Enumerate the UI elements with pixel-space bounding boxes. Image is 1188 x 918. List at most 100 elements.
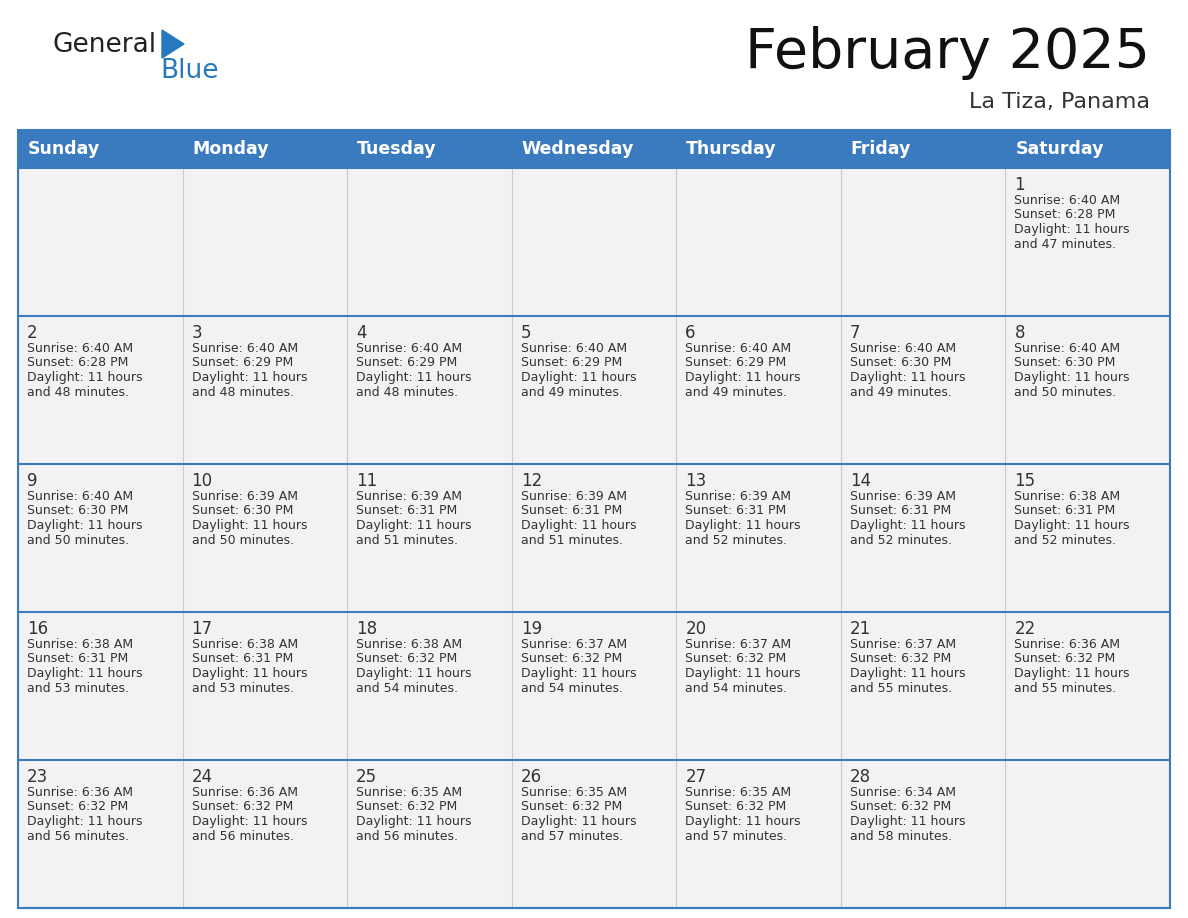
Text: and 52 minutes.: and 52 minutes. bbox=[1015, 533, 1117, 546]
Text: 1: 1 bbox=[1015, 176, 1025, 194]
Text: Sunrise: 6:40 AM: Sunrise: 6:40 AM bbox=[27, 342, 133, 355]
Text: 17: 17 bbox=[191, 620, 213, 638]
Text: and 52 minutes.: and 52 minutes. bbox=[849, 533, 952, 546]
Text: Sunset: 6:30 PM: Sunset: 6:30 PM bbox=[849, 356, 952, 370]
Text: Daylight: 11 hours: Daylight: 11 hours bbox=[191, 371, 307, 384]
Text: Sunset: 6:29 PM: Sunset: 6:29 PM bbox=[685, 356, 786, 370]
Text: Daylight: 11 hours: Daylight: 11 hours bbox=[27, 815, 143, 828]
Text: Daylight: 11 hours: Daylight: 11 hours bbox=[1015, 371, 1130, 384]
Text: and 50 minutes.: and 50 minutes. bbox=[191, 533, 293, 546]
Text: Daylight: 11 hours: Daylight: 11 hours bbox=[27, 667, 143, 680]
Text: Sunrise: 6:38 AM: Sunrise: 6:38 AM bbox=[356, 638, 462, 651]
Text: Sunrise: 6:39 AM: Sunrise: 6:39 AM bbox=[356, 490, 462, 503]
Text: Sunrise: 6:40 AM: Sunrise: 6:40 AM bbox=[191, 342, 298, 355]
Text: 8: 8 bbox=[1015, 324, 1025, 342]
Text: and 57 minutes.: and 57 minutes. bbox=[520, 830, 623, 843]
Text: 5: 5 bbox=[520, 324, 531, 342]
Text: 4: 4 bbox=[356, 324, 367, 342]
Text: 3: 3 bbox=[191, 324, 202, 342]
Text: 21: 21 bbox=[849, 620, 871, 638]
Bar bbox=[18, 130, 1170, 168]
Text: Daylight: 11 hours: Daylight: 11 hours bbox=[1015, 667, 1130, 680]
Text: Sunset: 6:31 PM: Sunset: 6:31 PM bbox=[685, 505, 786, 518]
Text: Sunrise: 6:39 AM: Sunrise: 6:39 AM bbox=[191, 490, 297, 503]
Text: and 51 minutes.: and 51 minutes. bbox=[520, 533, 623, 546]
Text: Daylight: 11 hours: Daylight: 11 hours bbox=[520, 519, 637, 532]
Text: and 54 minutes.: and 54 minutes. bbox=[356, 681, 459, 695]
Text: Sunset: 6:32 PM: Sunset: 6:32 PM bbox=[520, 800, 623, 813]
Text: Sunrise: 6:36 AM: Sunrise: 6:36 AM bbox=[1015, 638, 1120, 651]
Text: Daylight: 11 hours: Daylight: 11 hours bbox=[191, 519, 307, 532]
Text: Sunset: 6:28 PM: Sunset: 6:28 PM bbox=[1015, 208, 1116, 221]
Text: Sunrise: 6:40 AM: Sunrise: 6:40 AM bbox=[1015, 194, 1120, 207]
Text: 10: 10 bbox=[191, 472, 213, 490]
Text: General: General bbox=[52, 32, 156, 58]
Text: Sunset: 6:32 PM: Sunset: 6:32 PM bbox=[27, 800, 128, 813]
Bar bbox=[18, 760, 1170, 908]
Text: 28: 28 bbox=[849, 768, 871, 786]
Text: 19: 19 bbox=[520, 620, 542, 638]
Text: Sunrise: 6:37 AM: Sunrise: 6:37 AM bbox=[520, 638, 627, 651]
Text: Sunset: 6:31 PM: Sunset: 6:31 PM bbox=[1015, 505, 1116, 518]
Text: Sunrise: 6:40 AM: Sunrise: 6:40 AM bbox=[356, 342, 462, 355]
Text: and 58 minutes.: and 58 minutes. bbox=[849, 830, 952, 843]
Text: Friday: Friday bbox=[851, 140, 911, 158]
Text: Sunset: 6:32 PM: Sunset: 6:32 PM bbox=[520, 653, 623, 666]
Text: Sunrise: 6:36 AM: Sunrise: 6:36 AM bbox=[191, 786, 297, 799]
Text: Daylight: 11 hours: Daylight: 11 hours bbox=[27, 371, 143, 384]
Text: 20: 20 bbox=[685, 620, 707, 638]
Text: Sunset: 6:32 PM: Sunset: 6:32 PM bbox=[191, 800, 292, 813]
Text: Sunset: 6:30 PM: Sunset: 6:30 PM bbox=[27, 505, 128, 518]
Text: Sunset: 6:32 PM: Sunset: 6:32 PM bbox=[356, 653, 457, 666]
Text: Sunrise: 6:38 AM: Sunrise: 6:38 AM bbox=[27, 638, 133, 651]
Text: Sunset: 6:32 PM: Sunset: 6:32 PM bbox=[685, 653, 786, 666]
Text: Daylight: 11 hours: Daylight: 11 hours bbox=[356, 667, 472, 680]
Text: Daylight: 11 hours: Daylight: 11 hours bbox=[849, 667, 966, 680]
Text: Sunrise: 6:39 AM: Sunrise: 6:39 AM bbox=[520, 490, 627, 503]
Text: 23: 23 bbox=[27, 768, 49, 786]
Text: Daylight: 11 hours: Daylight: 11 hours bbox=[685, 667, 801, 680]
Text: Daylight: 11 hours: Daylight: 11 hours bbox=[520, 371, 637, 384]
Text: Monday: Monday bbox=[192, 140, 270, 158]
Text: 27: 27 bbox=[685, 768, 707, 786]
Text: Daylight: 11 hours: Daylight: 11 hours bbox=[191, 815, 307, 828]
Text: and 55 minutes.: and 55 minutes. bbox=[1015, 681, 1117, 695]
Text: 6: 6 bbox=[685, 324, 696, 342]
Text: Sunrise: 6:35 AM: Sunrise: 6:35 AM bbox=[520, 786, 627, 799]
Text: and 57 minutes.: and 57 minutes. bbox=[685, 830, 788, 843]
Text: Daylight: 11 hours: Daylight: 11 hours bbox=[356, 371, 472, 384]
Text: and 54 minutes.: and 54 minutes. bbox=[520, 681, 623, 695]
Text: Sunrise: 6:40 AM: Sunrise: 6:40 AM bbox=[1015, 342, 1120, 355]
Text: Daylight: 11 hours: Daylight: 11 hours bbox=[849, 371, 966, 384]
Bar bbox=[18, 168, 1170, 316]
Text: Sunrise: 6:36 AM: Sunrise: 6:36 AM bbox=[27, 786, 133, 799]
Text: and 51 minutes.: and 51 minutes. bbox=[356, 533, 459, 546]
Text: and 49 minutes.: and 49 minutes. bbox=[685, 386, 788, 398]
Text: 13: 13 bbox=[685, 472, 707, 490]
Text: Daylight: 11 hours: Daylight: 11 hours bbox=[685, 815, 801, 828]
Text: and 56 minutes.: and 56 minutes. bbox=[356, 830, 459, 843]
Text: Sunrise: 6:37 AM: Sunrise: 6:37 AM bbox=[685, 638, 791, 651]
Text: 16: 16 bbox=[27, 620, 49, 638]
Text: Blue: Blue bbox=[160, 58, 219, 84]
Text: Tuesday: Tuesday bbox=[358, 140, 437, 158]
Text: Daylight: 11 hours: Daylight: 11 hours bbox=[191, 667, 307, 680]
Text: Sunset: 6:30 PM: Sunset: 6:30 PM bbox=[1015, 356, 1116, 370]
Text: Sunset: 6:31 PM: Sunset: 6:31 PM bbox=[191, 653, 292, 666]
Text: 14: 14 bbox=[849, 472, 871, 490]
Text: Daylight: 11 hours: Daylight: 11 hours bbox=[849, 519, 966, 532]
Text: and 55 minutes.: and 55 minutes. bbox=[849, 681, 952, 695]
Text: Sunrise: 6:35 AM: Sunrise: 6:35 AM bbox=[356, 786, 462, 799]
Text: Sunrise: 6:34 AM: Sunrise: 6:34 AM bbox=[849, 786, 956, 799]
Text: and 56 minutes.: and 56 minutes. bbox=[191, 830, 293, 843]
Text: Daylight: 11 hours: Daylight: 11 hours bbox=[520, 815, 637, 828]
Text: Daylight: 11 hours: Daylight: 11 hours bbox=[1015, 519, 1130, 532]
Text: Daylight: 11 hours: Daylight: 11 hours bbox=[685, 519, 801, 532]
Text: 7: 7 bbox=[849, 324, 860, 342]
Text: and 56 minutes.: and 56 minutes. bbox=[27, 830, 129, 843]
Text: Sunrise: 6:40 AM: Sunrise: 6:40 AM bbox=[27, 490, 133, 503]
Text: and 50 minutes.: and 50 minutes. bbox=[1015, 386, 1117, 398]
Text: Sunset: 6:28 PM: Sunset: 6:28 PM bbox=[27, 356, 128, 370]
Text: 25: 25 bbox=[356, 768, 378, 786]
Bar bbox=[18, 130, 1170, 908]
